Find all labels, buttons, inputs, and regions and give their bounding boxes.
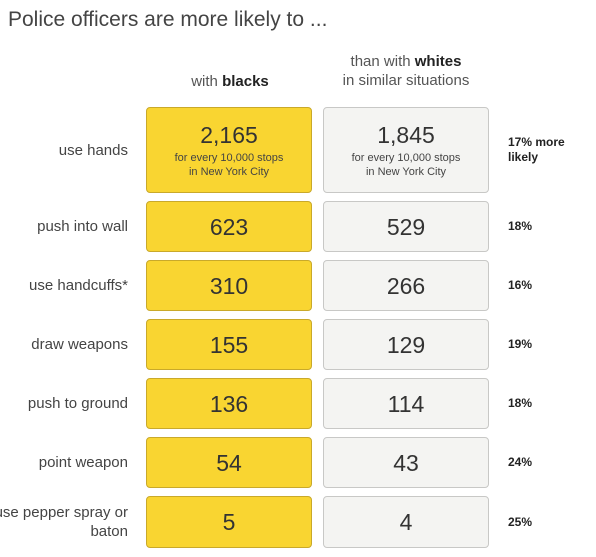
value-box-black: 54 bbox=[146, 437, 312, 488]
value-box-white: 43 bbox=[323, 437, 489, 488]
likelihood-difference: 25% bbox=[508, 514, 533, 529]
value-white: 1,845 bbox=[377, 121, 435, 148]
column-header-whites-bold: whites bbox=[414, 53, 462, 70]
row-label: use handcuffs* bbox=[29, 277, 128, 294]
value-white: 129 bbox=[386, 331, 426, 358]
table-row: push into wall 623 529 18% bbox=[0, 201, 596, 252]
unit-note-line2: in New York City bbox=[188, 165, 270, 178]
value-black: 2,165 bbox=[200, 121, 258, 148]
column-header-blacks-prefix: with bbox=[191, 73, 223, 90]
likelihood-difference: 24% bbox=[508, 455, 533, 469]
unit-note-white: for every 10,000 stops in New York City bbox=[352, 151, 461, 179]
unit-note-line1: for every 10,000 stops bbox=[351, 151, 461, 164]
value-black: 136 bbox=[209, 390, 249, 417]
table-row: use pepper spray or baton 5 4 25% bbox=[0, 496, 596, 548]
unit-note-line1: for every 10,000 stops bbox=[174, 151, 284, 164]
column-header-whites-prefix: than with bbox=[350, 53, 415, 70]
value-black: 623 bbox=[209, 213, 249, 240]
column-header-blacks: with blacks bbox=[146, 72, 314, 91]
value-box-black: 136 bbox=[146, 378, 312, 429]
row-label: point weapon bbox=[38, 454, 128, 471]
row-label: use pepper spray or baton bbox=[0, 504, 128, 540]
likelihood-difference: 17% more likely bbox=[508, 135, 565, 164]
value-box-white: 4 bbox=[323, 496, 489, 548]
unit-note-black: for every 10,000 stops in New York City bbox=[175, 151, 284, 179]
table-row: point weapon 54 43 24% bbox=[0, 437, 596, 488]
likelihood-difference: 16% bbox=[508, 278, 533, 292]
value-black: 155 bbox=[209, 331, 249, 358]
row-label: draw weapons bbox=[31, 336, 128, 353]
value-box-black: 5 bbox=[146, 496, 312, 548]
table-row: push to ground 136 114 18% bbox=[0, 378, 596, 429]
chart-title: Police officers are more likely to ... bbox=[8, 8, 328, 31]
value-white: 529 bbox=[386, 213, 426, 240]
value-box-black: 623 bbox=[146, 201, 312, 252]
unit-note-line2: in New York City bbox=[365, 165, 447, 178]
value-box-white: 129 bbox=[323, 319, 489, 370]
likelihood-difference: 18% bbox=[508, 396, 533, 410]
row-label: use hands bbox=[58, 141, 128, 159]
value-white: 4 bbox=[399, 509, 413, 535]
value-box-black: 2,165 for every 10,000 stops in New York C… bbox=[146, 107, 312, 193]
column-header-whites-suffix: in similar situations bbox=[342, 72, 470, 89]
value-black: 54 bbox=[216, 449, 242, 476]
row-label: push to ground bbox=[27, 395, 128, 412]
table-row: draw weapons 155 129 19% bbox=[0, 319, 596, 370]
value-box-white: 1,845 for every 10,000 stops in New York C… bbox=[323, 107, 489, 193]
value-box-white: 529 bbox=[323, 201, 489, 252]
value-white: 266 bbox=[386, 272, 426, 299]
likelihood-difference: 18% bbox=[508, 219, 533, 233]
value-black: 5 bbox=[222, 509, 236, 535]
table-row: use handcuffs* 310 266 16% bbox=[0, 260, 596, 311]
value-box-white: 114 bbox=[323, 378, 489, 429]
value-white: 114 bbox=[387, 390, 425, 417]
value-box-black: 310 bbox=[146, 260, 312, 311]
column-header-whites: than with whites in similar situations bbox=[322, 52, 490, 90]
value-white: 43 bbox=[393, 449, 419, 476]
column-header-blacks-bold: blacks bbox=[222, 73, 269, 90]
value-black: 310 bbox=[209, 272, 249, 299]
value-box-white: 266 bbox=[323, 260, 489, 311]
table-row: use hands 2,165 for every 10,000 stops in N… bbox=[0, 107, 596, 193]
row-label: push into wall bbox=[37, 218, 128, 235]
value-box-black: 155 bbox=[146, 319, 312, 370]
likelihood-difference: 19% bbox=[508, 337, 533, 351]
